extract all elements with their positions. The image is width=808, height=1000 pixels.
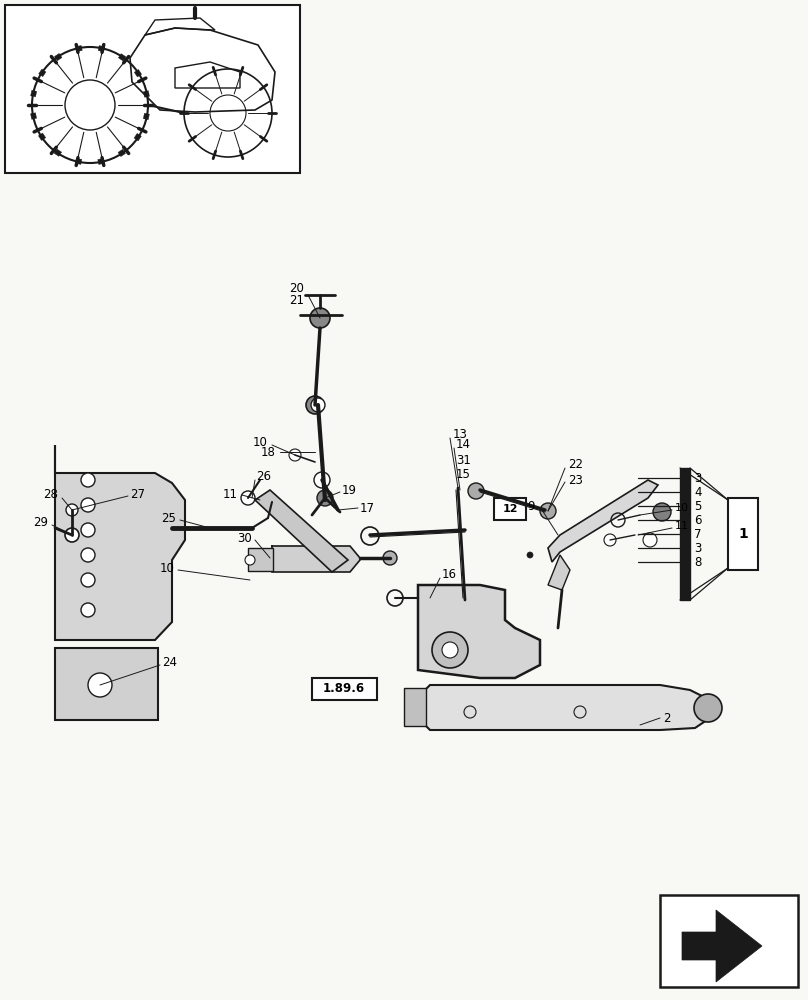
Text: 10: 10 <box>675 503 689 513</box>
Circle shape <box>241 491 255 505</box>
Polygon shape <box>39 69 46 77</box>
Circle shape <box>245 555 255 565</box>
Text: 16: 16 <box>442 568 457 582</box>
Circle shape <box>81 603 95 617</box>
Text: 24: 24 <box>162 656 177 670</box>
Polygon shape <box>55 445 185 640</box>
Circle shape <box>527 552 533 558</box>
Text: 10: 10 <box>253 436 268 450</box>
Bar <box>494 498 526 520</box>
Text: 11: 11 <box>675 521 689 531</box>
Polygon shape <box>54 149 61 156</box>
Text: 27: 27 <box>130 488 145 500</box>
Polygon shape <box>54 53 62 61</box>
Polygon shape <box>548 480 658 562</box>
Polygon shape <box>134 70 141 77</box>
Polygon shape <box>420 685 710 730</box>
Circle shape <box>317 490 333 506</box>
Text: 28: 28 <box>43 488 58 502</box>
Text: 11: 11 <box>223 488 238 502</box>
Bar <box>728 498 758 570</box>
Text: 7: 7 <box>694 528 701 540</box>
Polygon shape <box>255 490 348 572</box>
Text: 15: 15 <box>456 468 471 482</box>
Text: 2: 2 <box>663 712 671 724</box>
Circle shape <box>442 642 458 658</box>
Text: 12: 12 <box>503 504 518 514</box>
Polygon shape <box>39 133 46 140</box>
Circle shape <box>65 528 79 542</box>
Text: 21: 21 <box>289 294 304 306</box>
Polygon shape <box>119 54 126 61</box>
Text: 25: 25 <box>161 512 176 524</box>
Bar <box>248 548 273 571</box>
Circle shape <box>310 308 330 328</box>
Circle shape <box>66 504 78 516</box>
Text: 19: 19 <box>342 484 357 496</box>
Text: 13: 13 <box>453 428 468 442</box>
Polygon shape <box>75 158 82 164</box>
Text: 6: 6 <box>694 514 701 526</box>
Circle shape <box>604 534 616 546</box>
Polygon shape <box>682 910 762 982</box>
Text: 22: 22 <box>568 458 583 472</box>
Polygon shape <box>143 113 149 120</box>
Text: 31: 31 <box>456 454 471 466</box>
Polygon shape <box>99 46 105 52</box>
Text: 9: 9 <box>528 500 535 514</box>
Polygon shape <box>118 149 125 157</box>
Polygon shape <box>548 555 570 590</box>
Circle shape <box>311 398 325 412</box>
Text: 30: 30 <box>238 532 252 544</box>
Polygon shape <box>134 133 141 141</box>
Polygon shape <box>144 91 149 97</box>
Text: 17: 17 <box>360 502 375 514</box>
Text: 8: 8 <box>694 556 701 568</box>
Polygon shape <box>418 585 540 678</box>
Text: 3: 3 <box>694 542 701 554</box>
Text: 23: 23 <box>568 474 583 487</box>
Polygon shape <box>55 648 158 720</box>
Bar <box>312 678 377 700</box>
Text: 10: 10 <box>160 562 175 574</box>
Text: 18: 18 <box>261 446 276 458</box>
Circle shape <box>694 694 722 722</box>
Text: 5: 5 <box>694 499 701 512</box>
Polygon shape <box>272 545 360 572</box>
Bar <box>680 468 690 600</box>
Circle shape <box>81 473 95 487</box>
Text: 29: 29 <box>33 516 48 528</box>
Circle shape <box>81 498 95 512</box>
Circle shape <box>643 533 657 547</box>
Text: 20: 20 <box>289 282 304 294</box>
Polygon shape <box>98 158 104 164</box>
Text: 26: 26 <box>256 470 271 483</box>
Circle shape <box>81 548 95 562</box>
Text: 1: 1 <box>739 527 748 541</box>
Circle shape <box>468 483 484 499</box>
Circle shape <box>540 503 556 519</box>
Polygon shape <box>31 90 36 97</box>
Bar <box>404 688 426 726</box>
Circle shape <box>314 472 330 488</box>
Circle shape <box>81 523 95 537</box>
Text: 4: 4 <box>694 486 701 498</box>
Circle shape <box>383 551 397 565</box>
Circle shape <box>432 632 468 668</box>
Text: 1.89.6: 1.89.6 <box>323 682 365 696</box>
Polygon shape <box>31 113 36 119</box>
Circle shape <box>306 396 324 414</box>
Circle shape <box>289 449 301 461</box>
Circle shape <box>88 673 112 697</box>
Bar <box>5 5 300 173</box>
Circle shape <box>81 573 95 587</box>
Text: 14: 14 <box>456 438 471 452</box>
Circle shape <box>653 503 671 521</box>
Text: 3: 3 <box>694 472 701 485</box>
Polygon shape <box>76 46 82 52</box>
Bar <box>660 895 798 987</box>
